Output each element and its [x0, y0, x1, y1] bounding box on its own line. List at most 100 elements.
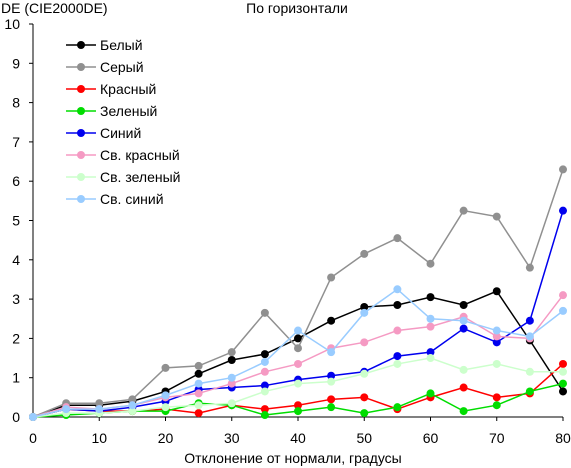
y-tick-label: 4 — [12, 252, 20, 268]
x-tick-label: 80 — [555, 430, 571, 446]
series — [29, 287, 567, 421]
data-point — [327, 348, 336, 357]
data-point — [525, 387, 534, 396]
data-point — [393, 352, 402, 361]
data-point — [294, 407, 302, 416]
y-tick-label: 8 — [12, 95, 20, 111]
series-line — [32, 290, 564, 418]
data-point — [327, 273, 336, 282]
data-point — [559, 367, 567, 376]
legend-entry: Синий — [66, 125, 141, 141]
data-point — [260, 357, 269, 366]
x-tick-label: 10 — [91, 430, 107, 446]
data-point — [360, 369, 369, 378]
data-point — [459, 407, 468, 416]
y-tick-label: 6 — [12, 173, 20, 189]
data-point — [559, 206, 567, 215]
data-point — [426, 354, 435, 363]
y-tick-label: 9 — [12, 55, 20, 71]
x-tick-label: 40 — [290, 430, 306, 446]
legend-label: Синий — [100, 125, 141, 141]
data-point — [492, 393, 501, 402]
series — [29, 165, 567, 421]
x-tick-label: 30 — [224, 430, 240, 446]
data-point — [128, 401, 137, 410]
legend-label: Св. зеленый — [100, 169, 180, 185]
data-point — [360, 338, 369, 347]
legend-swatch-marker — [77, 129, 85, 137]
data-point — [194, 361, 203, 370]
data-point — [559, 291, 567, 300]
data-point — [525, 367, 534, 376]
data-point — [62, 405, 71, 414]
data-point — [459, 300, 468, 309]
legend-label: Серый — [100, 59, 144, 75]
data-point — [327, 377, 336, 386]
data-point — [260, 350, 269, 359]
data-point — [294, 344, 302, 353]
data-point — [492, 212, 501, 221]
data-point — [492, 326, 501, 335]
data-point — [492, 359, 501, 368]
data-point — [360, 308, 369, 317]
data-point — [459, 383, 468, 392]
legend-entry: Св. зеленый — [66, 169, 180, 185]
y-tick-label: 1 — [12, 370, 20, 386]
x-tick-label: 20 — [158, 430, 174, 446]
data-point — [559, 359, 567, 368]
legend-swatch-marker — [77, 107, 85, 115]
y-tick-label: 10 — [4, 16, 20, 32]
data-point — [393, 285, 402, 294]
data-point — [525, 263, 534, 272]
data-point — [559, 306, 567, 315]
data-point — [393, 359, 402, 368]
legend-swatch-marker — [77, 173, 85, 181]
axes: 0 1 2 3 4 5 6 7 8 9 10 0 10 20 30 40 50 60 70 80 — [4, 16, 571, 446]
data-point — [95, 399, 104, 408]
data-point — [492, 287, 501, 296]
legend-entry: Белый — [66, 37, 143, 53]
legend-label: Св. синий — [100, 191, 164, 207]
data-point — [260, 308, 269, 317]
data-point — [426, 322, 435, 331]
data-point — [327, 316, 336, 325]
data-point — [426, 348, 435, 357]
data-point — [128, 395, 137, 404]
data-point — [360, 393, 369, 402]
legend-label: Св. красный — [100, 147, 180, 163]
data-point — [294, 334, 302, 343]
data-point — [260, 381, 269, 390]
data-point — [426, 314, 435, 323]
data-point — [294, 359, 302, 368]
chart-title: По горизонтали — [246, 0, 348, 16]
y-tick-label: 7 — [12, 134, 20, 150]
data-point — [360, 409, 369, 418]
data-point — [194, 369, 203, 378]
data-point — [294, 326, 302, 335]
data-point — [393, 403, 402, 412]
legend-entry: Зеленый — [66, 103, 157, 119]
data-point — [492, 338, 501, 347]
y-tick-label: 0 — [12, 409, 20, 425]
data-point — [393, 234, 402, 243]
data-point — [426, 293, 435, 302]
data-point — [327, 395, 336, 404]
legend-label: Белый — [100, 37, 143, 53]
data-point — [459, 324, 468, 333]
data-point — [194, 409, 203, 418]
data-point — [194, 379, 203, 388]
legend-swatch-marker — [77, 85, 85, 93]
data-point — [360, 302, 369, 311]
y-tick-label: 2 — [12, 330, 20, 346]
data-point — [459, 206, 468, 215]
series — [29, 379, 567, 421]
legend-entry: Серый — [66, 59, 144, 75]
data-point — [525, 332, 534, 341]
series — [29, 354, 567, 421]
data-point — [29, 413, 37, 421]
legend-entry: Св. синий — [66, 191, 164, 207]
legend-entry: Красный — [66, 81, 156, 97]
y-axis-label: DE (CIE2000DE) — [1, 0, 108, 16]
legend-swatch-marker — [77, 63, 85, 71]
